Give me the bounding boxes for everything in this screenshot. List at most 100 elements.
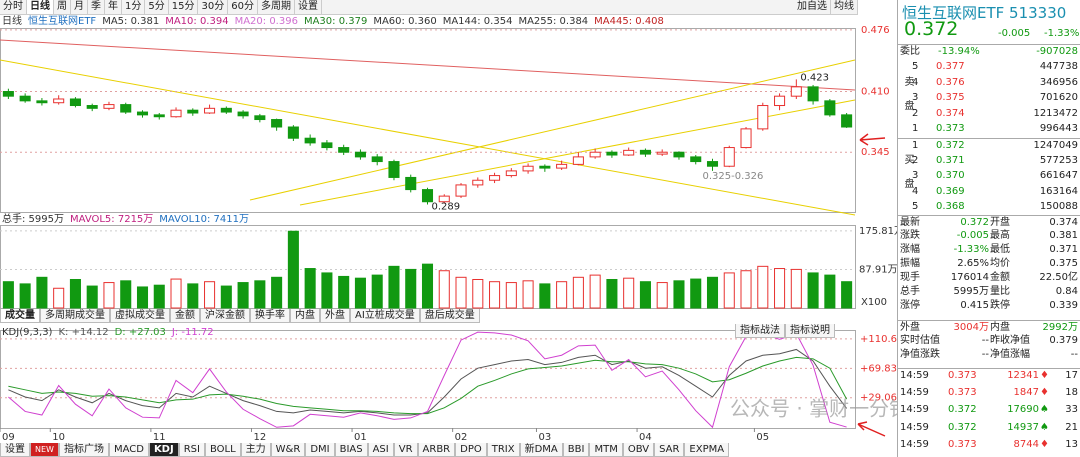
volume-unit: X100	[861, 297, 887, 308]
candle-body	[790, 86, 802, 97]
indicator-tab[interactable]: BIAS	[334, 443, 368, 457]
indicator-tab[interactable]: RSI	[178, 443, 205, 457]
period-button[interactable]: 15分	[169, 0, 199, 14]
candle-body	[120, 104, 132, 113]
cell: 涨跌	[900, 230, 920, 241]
candle-body	[136, 111, 149, 116]
kdj-header: KDJ(9,3,3)	[2, 327, 53, 338]
stat-row: 涨幅 -1.33% 最低 0.371	[898, 243, 1080, 257]
cell: 18	[1065, 386, 1078, 398]
candle-body	[589, 151, 601, 158]
cell: 0.373	[948, 439, 977, 450]
indicator-tab[interactable]: VR	[393, 443, 418, 457]
cell: --	[981, 349, 989, 360]
toolbar-button[interactable]: 加自选	[794, 0, 831, 14]
cell: 0.415	[960, 300, 989, 311]
indicator-tab[interactable]: OBV	[622, 443, 655, 457]
indicator-button[interactable]: 指标战法	[735, 324, 785, 338]
cell: 2992万	[1042, 322, 1078, 333]
candle-body	[455, 184, 467, 197]
indicator-tab[interactable]: W&R	[270, 443, 306, 457]
cell: -0.005	[956, 230, 989, 241]
indicator-tab[interactable]: SAR	[654, 443, 685, 457]
toolbar-button[interactable]: 均线	[831, 0, 858, 14]
period-button[interactable]: 1分	[122, 0, 146, 14]
volume-bar	[53, 287, 65, 309]
quote-title: 恒生互联网ETF 513330	[902, 4, 1067, 22]
trade-row: 14:59 0.373 1847 ♦ 18	[898, 386, 1080, 400]
volume-tab[interactable]: 沪深金额	[200, 309, 250, 323]
volume-bar	[589, 274, 601, 309]
volume-tab[interactable]: 金额	[170, 309, 200, 323]
indicator-tab[interactable]: DPO	[455, 443, 487, 457]
cell: 0.381	[1049, 230, 1078, 241]
volume-tab[interactable]: 外盘	[320, 309, 350, 323]
volume-tab[interactable]: 多周期成交量	[40, 309, 110, 323]
cell: 5	[912, 61, 919, 72]
ma-value: MA144: 0.354	[443, 16, 513, 27]
candle-body	[807, 86, 819, 102]
indicator-tab[interactable]: KDJ	[148, 443, 179, 457]
indicator-tab[interactable]: ASI	[367, 443, 394, 457]
period-button[interactable]: 日线	[27, 0, 54, 14]
bid-row: 1 0.372 1247049	[898, 138, 1080, 153]
candle-body	[338, 147, 350, 153]
cell: 现手	[900, 272, 920, 283]
indicator-tab[interactable]: BBI	[562, 443, 590, 457]
volume-tab[interactable]: AI立桩成交量	[350, 309, 420, 323]
cell: 开盘	[990, 217, 1010, 228]
period-button[interactable]: 30分	[198, 0, 229, 14]
period-button[interactable]: 月	[71, 0, 88, 14]
period-button[interactable]: 设置	[295, 0, 322, 14]
cell: 涨幅	[900, 244, 920, 255]
cell: 4	[912, 76, 919, 88]
indicator-tab[interactable]: 新DMA	[519, 443, 563, 457]
period-button[interactable]: 分时	[0, 0, 27, 14]
quote-change: -0.005	[998, 28, 1031, 39]
volume-bar	[572, 276, 584, 309]
arrow	[857, 421, 886, 437]
settings-tab[interactable]: 设置	[0, 443, 30, 457]
volume-tab[interactable]: 内盘	[290, 309, 320, 323]
cell: 14937	[1007, 421, 1039, 433]
cell: 17690	[1007, 404, 1039, 415]
period-button[interactable]: 季	[88, 0, 105, 14]
bid-row: 2 0.371 577253	[898, 154, 1080, 168]
kdj-header: D: +27.03	[115, 327, 166, 338]
indicator-tab[interactable]: MTM	[589, 443, 623, 457]
indicator-tab[interactable]: ARBR	[417, 443, 456, 457]
volume-bar	[455, 276, 467, 309]
period-button[interactable]: 年	[105, 0, 122, 14]
indicator-button[interactable]: 指标说明	[785, 324, 835, 338]
indicator-tab[interactable]: EXPMA	[684, 443, 730, 457]
indicator-tab[interactable]: MACD	[108, 443, 149, 457]
cell: 净值涨跌	[900, 349, 940, 360]
cell: 14:59	[900, 421, 929, 433]
period-button[interactable]: 5分	[145, 0, 169, 14]
cell: 外盘	[900, 322, 920, 333]
volume-tab[interactable]: 盘后成交量	[419, 309, 480, 323]
cell: 0.375	[936, 92, 965, 103]
volume-tab[interactable]: 成交量	[0, 309, 40, 323]
volume-tab[interactable]: 换手率	[250, 309, 290, 323]
y-tick-label: 0.476	[861, 25, 890, 36]
volume-bar	[757, 265, 769, 309]
cell: 委比	[900, 46, 920, 57]
indicator-tab[interactable]: TRIX	[486, 443, 520, 457]
square-tab[interactable]: 指标广场	[58, 443, 109, 457]
period-button[interactable]: 周	[54, 0, 71, 14]
volume-tab[interactable]: 虚拟成交量	[110, 309, 170, 323]
cell: 最高	[990, 230, 1010, 241]
x-tick-label: 03	[538, 432, 551, 443]
indicator-tab[interactable]: 主力	[240, 443, 271, 457]
indicator-tab[interactable]: BOLL	[204, 443, 241, 457]
buy-label: 买盘	[902, 154, 913, 202]
indicator-tab[interactable]: DMI	[305, 443, 335, 457]
candle-body	[220, 107, 232, 113]
cell: 14:59	[900, 370, 929, 381]
cell: -907028	[1036, 46, 1078, 57]
stat-row: 现手 176014 金额 22.50亿	[898, 271, 1080, 285]
watermark: 公众号 · 掌财一分钟	[730, 397, 897, 421]
period-button[interactable]: 多周期	[258, 0, 295, 14]
period-button[interactable]: 60分	[228, 0, 258, 14]
